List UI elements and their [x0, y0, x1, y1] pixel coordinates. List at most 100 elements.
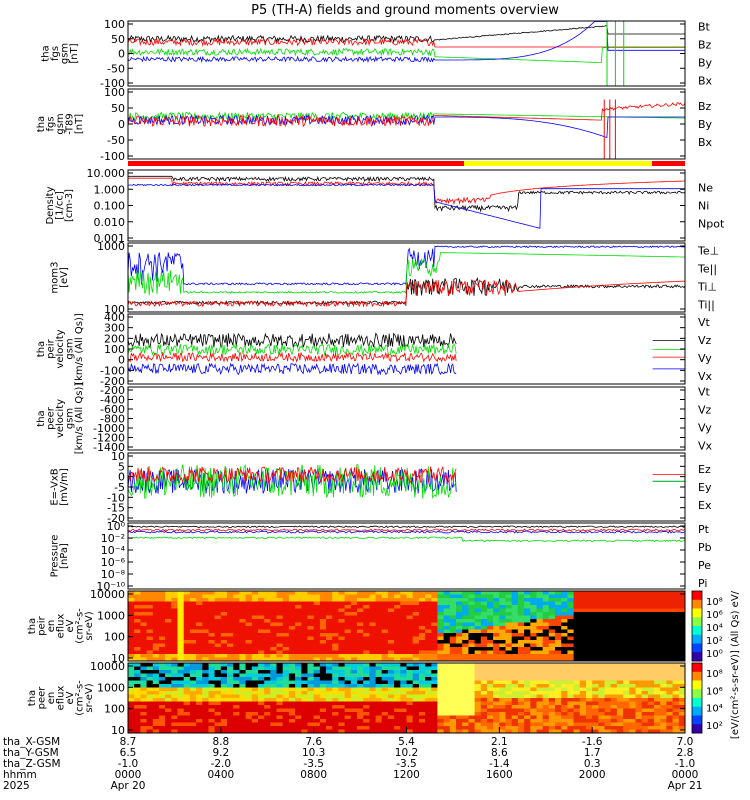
panels: 100500-50-100thafgsgsm[nT]BtBzByBx100500…	[27, 18, 725, 737]
x-tick-label: 1.7	[584, 747, 601, 759]
y-axis-label: sr-eV)	[84, 611, 95, 640]
colorbar-tick-label: 10⁰	[706, 649, 723, 660]
series-ey	[128, 464, 685, 500]
y-tick-label: 0	[118, 118, 125, 131]
y-tick-label: 0.100	[94, 200, 126, 213]
panel-temperature: 1000 100 mom3[eV] Te⊥ Te|| Ti⊥ Ti||	[50, 240, 720, 316]
y-tick-label: 100	[104, 703, 125, 716]
y-tick-label: -20	[107, 512, 125, 525]
y-tick-label: -10	[107, 491, 125, 504]
legend-Pe: Pe	[698, 559, 711, 572]
x-row-label: tha_Y-GSM	[3, 747, 59, 759]
panel-peir_spec: 10000 1000 100 10 thapeirenefluxeV(cm²-s-sr-…	[27, 588, 686, 665]
series-ne	[128, 177, 685, 205]
y-axis-label: en	[46, 620, 57, 633]
y-axis-label: [1/cc]	[55, 191, 66, 220]
legend-Ti||: Ti||	[697, 299, 715, 312]
y-tick-label: 5	[118, 460, 125, 473]
y-tick-label: 1000	[97, 681, 125, 694]
y-tick-label: 0.001	[94, 232, 126, 245]
colorbar-tick-label: 10⁸	[706, 669, 723, 680]
legend-Bx: Bx	[698, 75, 713, 88]
y-tick-label: 1000	[97, 609, 125, 622]
y-axis-label: [eV]	[59, 267, 70, 288]
legend-Vx: Vx	[698, 440, 713, 453]
legend-Vx: Vx	[698, 370, 713, 383]
colorbar-peer_spec: 10⁸ 10⁶ 10⁴ 10²	[691, 662, 723, 734]
y-tick-label: -50	[107, 134, 125, 147]
x-tick-label: 2.1	[491, 736, 508, 748]
colorbar-tick-label: 10⁴	[706, 704, 723, 715]
x-tick-label: 7.0	[677, 736, 694, 748]
series-ni	[128, 175, 685, 213]
legend-Bz: Bz	[698, 100, 712, 113]
x-tick-label: 8.8	[212, 736, 229, 748]
x-tick-label: 8.7	[120, 736, 137, 748]
legend-Ex: Ex	[698, 499, 712, 512]
x-tick-label: 1600	[486, 769, 513, 781]
panel-frame	[127, 88, 686, 160]
legend-Ey: Ey	[698, 481, 712, 494]
y-tick-label: -800	[100, 413, 125, 426]
y-tick-label: 10	[111, 450, 125, 463]
series-bz	[128, 37, 685, 48]
y-tick-label: -100	[100, 150, 125, 163]
y-axis-label: eV	[65, 619, 76, 632]
legend-Pt: Pt	[698, 523, 710, 536]
y-axis-label: [km/s (All Qs)]	[74, 313, 85, 385]
y-tick-label: 10000	[90, 588, 125, 601]
y-tick-label: -100	[100, 77, 125, 90]
y-tick-label: 0.010	[94, 216, 126, 229]
legend-Ti⊥: Ti⊥	[697, 281, 717, 294]
panel-frame	[127, 169, 686, 242]
x-row-label: 2025	[3, 780, 30, 792]
series-ez	[128, 465, 685, 484]
legend-Vt: Vt	[698, 316, 711, 329]
y-axis-label: velocity	[55, 329, 66, 368]
series-pi	[128, 530, 685, 534]
series-vy	[128, 342, 685, 356]
y-axis-label: eV	[65, 691, 76, 704]
series-bz	[128, 102, 685, 128]
y-axis-label: gsm	[55, 113, 66, 134]
y-axis-label: sr-eV)	[84, 683, 95, 712]
series-te-perp	[128, 279, 685, 308]
y-axis-label: gsm	[65, 338, 76, 359]
x-tick-label: -3.5	[396, 758, 417, 770]
y-tick-label: 50	[111, 102, 125, 115]
y-tick-label: 100	[104, 303, 125, 316]
y-axis-label: fgs	[46, 116, 57, 131]
y-axis-label: tha	[36, 341, 47, 357]
legend-Vz: Vz	[698, 404, 712, 417]
x-tick-label: -3.5	[303, 758, 324, 770]
legend-Vz: Vz	[698, 334, 712, 347]
y-tick-label: -600	[100, 403, 125, 416]
y-tick-label: -50	[107, 62, 125, 75]
legend-By: By	[698, 118, 713, 131]
x-tick-label: 2.8	[677, 747, 694, 759]
panel-peer_velocity: -200-400-600-800-1000-1200-1400 thapeerve…	[36, 383, 713, 455]
y-tick-label: -1400	[93, 441, 125, 454]
series-vx	[128, 362, 685, 376]
y-tick-label: 10.000	[87, 167, 126, 180]
y-tick-label: 10⁻¹⁰	[96, 580, 125, 593]
legend-Bx: Bx	[698, 136, 713, 149]
y-tick-label: -100	[100, 364, 125, 377]
y-axis-label: Density	[45, 186, 56, 224]
x-tick-label: 10.2	[395, 747, 418, 759]
panel-frame	[127, 522, 686, 590]
x-row-label: tha_X-GSM	[3, 736, 60, 748]
colorbars: 10⁸ 10⁶ 10⁴ 10² 10⁰ 10⁸ 10⁶ 10⁴ 10² [eV/(cm²-s-sr…	[691, 590, 741, 739]
y-tick-label: -5	[114, 481, 125, 494]
y-axis-label: Pressure	[50, 535, 61, 578]
legend-Npot: Npot	[698, 218, 725, 231]
y-axis-label: [nPa]	[59, 543, 70, 569]
x-tick-label: -1.0	[118, 758, 139, 770]
legend-Ni: Ni	[698, 200, 709, 213]
y-tick-label: 10⁰	[107, 520, 126, 533]
y-axis-label: (cm²-s-	[75, 680, 86, 716]
legend-Pb: Pb	[698, 541, 712, 554]
